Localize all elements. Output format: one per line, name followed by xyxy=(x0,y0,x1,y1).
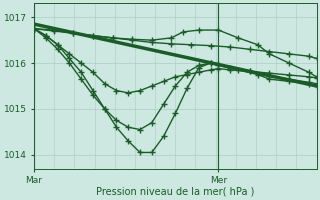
X-axis label: Pression niveau de la mer( hPa ): Pression niveau de la mer( hPa ) xyxy=(96,187,254,197)
